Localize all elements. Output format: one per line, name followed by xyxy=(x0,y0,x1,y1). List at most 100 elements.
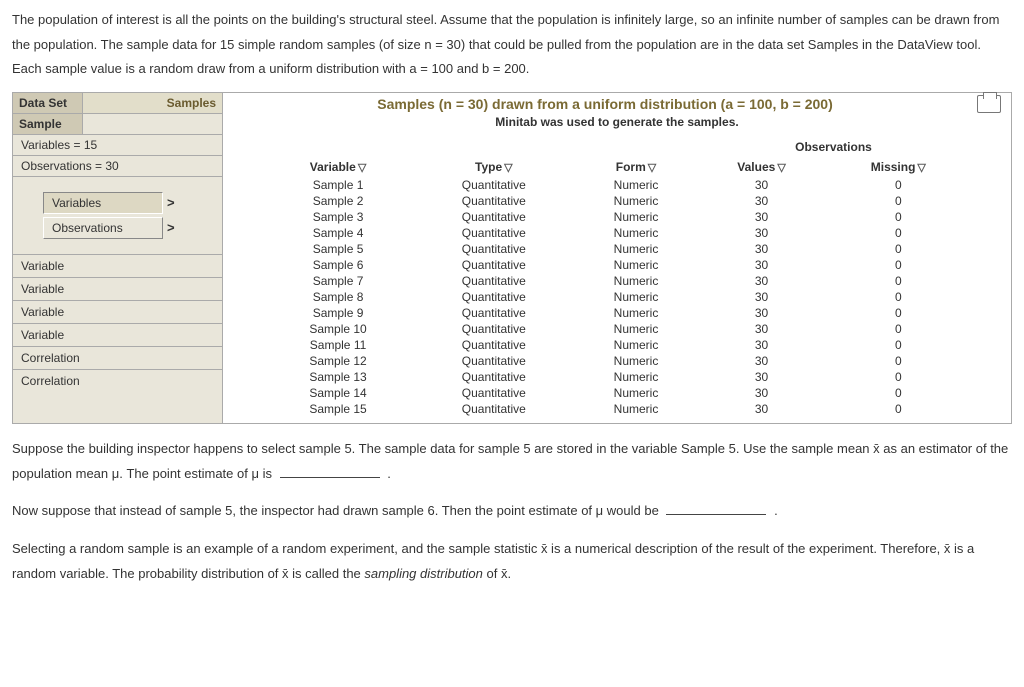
table-cell: Sample 11 xyxy=(264,337,413,353)
table-cell: 0 xyxy=(826,337,970,353)
table-row: Sample 5QuantitativeNumeric300 xyxy=(264,241,971,257)
table-cell: 30 xyxy=(697,241,827,257)
table-row: Sample 10QuantitativeNumeric300 xyxy=(264,321,971,337)
sidebar: Data Set Samples Sample Variables = 15 O… xyxy=(13,93,223,423)
table-cell: 30 xyxy=(697,385,827,401)
table-cell: 0 xyxy=(826,241,970,257)
col-values[interactable]: Values▽ xyxy=(697,157,827,177)
tab-observations[interactable]: Observations xyxy=(43,217,163,239)
table-cell: Quantitative xyxy=(412,209,575,225)
table-cell: Quantitative xyxy=(412,257,575,273)
sort-icon: ▽ xyxy=(915,162,925,174)
table-cell: 30 xyxy=(697,369,827,385)
table-cell: 0 xyxy=(826,353,970,369)
sidebar-bottom-row[interactable]: Variable xyxy=(13,324,222,347)
dataset-label: Data Set xyxy=(13,93,83,113)
table-cell: 30 xyxy=(697,401,827,417)
table-cell: Sample 2 xyxy=(264,193,413,209)
table-cell: Quantitative xyxy=(412,225,575,241)
table-row: Sample 4QuantitativeNumeric300 xyxy=(264,225,971,241)
table-row: Sample 12QuantitativeNumeric300 xyxy=(264,353,971,369)
sample-label: Sample xyxy=(13,114,83,134)
table-cell: Quantitative xyxy=(412,353,575,369)
table-cell: 30 xyxy=(697,353,827,369)
dataset-value[interactable]: Samples xyxy=(83,93,222,113)
main-panel: Samples (n = 30) drawn from a uniform di… xyxy=(223,93,1011,423)
table-cell: 30 xyxy=(697,257,827,273)
table-cell: Numeric xyxy=(575,193,696,209)
table-cell: Numeric xyxy=(575,369,696,385)
table-cell: Numeric xyxy=(575,305,696,321)
sidebar-bottom-row[interactable]: Variable xyxy=(13,278,222,301)
table-row: Sample 7QuantitativeNumeric300 xyxy=(264,273,971,289)
table-cell: Quantitative xyxy=(412,241,575,257)
table-cell: 0 xyxy=(826,273,970,289)
table-cell: Quantitative xyxy=(412,369,575,385)
table-cell: Numeric xyxy=(575,289,696,305)
table-row: Sample 11QuantitativeNumeric300 xyxy=(264,337,971,353)
answer-blank-2[interactable] xyxy=(666,502,766,515)
table-cell: Numeric xyxy=(575,321,696,337)
table-cell: Sample 3 xyxy=(264,209,413,225)
col-variable[interactable]: Variable▽ xyxy=(264,157,413,177)
table-cell: Numeric xyxy=(575,257,696,273)
sidebar-bottom-row[interactable]: Correlation xyxy=(13,347,222,370)
sidebar-bottom-row[interactable]: Correlation xyxy=(13,370,222,392)
table-row: Sample 13QuantitativeNumeric300 xyxy=(264,369,971,385)
sort-icon: ▽ xyxy=(502,162,512,174)
col-missing[interactable]: Missing▽ xyxy=(826,157,970,177)
table-cell: 0 xyxy=(826,193,970,209)
col-form[interactable]: Form▽ xyxy=(575,157,696,177)
answer-blank-1[interactable] xyxy=(280,465,380,478)
panel-subtitle: Minitab was used to generate the samples… xyxy=(233,115,1001,129)
table-cell: Sample 7 xyxy=(264,273,413,289)
table-cell: 0 xyxy=(826,321,970,337)
dataview-tool: Data Set Samples Sample Variables = 15 O… xyxy=(12,92,1012,424)
table-cell: 30 xyxy=(697,321,827,337)
table-cell: Sample 5 xyxy=(264,241,413,257)
table-cell: Numeric xyxy=(575,353,696,369)
sidebar-bottom-row[interactable]: Variable xyxy=(13,301,222,324)
table-cell: 30 xyxy=(697,177,827,193)
table-row: Sample 1QuantitativeNumeric300 xyxy=(264,177,971,193)
table-cell: 30 xyxy=(697,209,827,225)
sample-value[interactable] xyxy=(83,114,222,134)
bottom-rows: VariableVariableVariableVariableCorrelat… xyxy=(13,254,222,392)
table-cell: 0 xyxy=(826,401,970,417)
table-row: Sample 6QuantitativeNumeric300 xyxy=(264,257,971,273)
table-cell: Sample 14 xyxy=(264,385,413,401)
table-row: Sample 14QuantitativeNumeric300 xyxy=(264,385,971,401)
table-cell: Numeric xyxy=(575,401,696,417)
table-cell: 30 xyxy=(697,289,827,305)
question-p2: Now suppose that instead of sample 5, th… xyxy=(12,499,1012,524)
tab-variables[interactable]: Variables xyxy=(43,192,163,214)
observations-meta: Observations = 30 xyxy=(13,156,222,177)
variables-meta: Variables = 15 xyxy=(13,135,222,156)
table-cell: Sample 10 xyxy=(264,321,413,337)
table-cell: Quantitative xyxy=(412,385,575,401)
table-cell: 30 xyxy=(697,273,827,289)
table-cell: Sample 15 xyxy=(264,401,413,417)
table-cell: 0 xyxy=(826,305,970,321)
table-cell: Quantitative xyxy=(412,321,575,337)
print-icon[interactable] xyxy=(977,95,1001,113)
panel-title: Samples (n = 30) drawn from a uniform di… xyxy=(233,96,977,112)
sort-icon: ▽ xyxy=(775,162,785,174)
table-cell: Sample 1 xyxy=(264,177,413,193)
table-cell: 30 xyxy=(697,305,827,321)
question-p1: Suppose the building inspector happens t… xyxy=(12,437,1012,486)
table-cell: Sample 4 xyxy=(264,225,413,241)
table-cell: Numeric xyxy=(575,209,696,225)
table-cell: Quantitative xyxy=(412,337,575,353)
table-cell: 0 xyxy=(826,209,970,225)
table-cell: Sample 6 xyxy=(264,257,413,273)
sidebar-bottom-row[interactable]: Variable xyxy=(13,255,222,278)
table-cell: 30 xyxy=(697,337,827,353)
table-cell: Sample 13 xyxy=(264,369,413,385)
chevron-right-icon: > xyxy=(163,220,175,235)
table-row: Sample 9QuantitativeNumeric300 xyxy=(264,305,971,321)
table-cell: 0 xyxy=(826,225,970,241)
variables-table: Observations Variable▽ Type▽ Form▽ Value… xyxy=(264,137,971,417)
table-row: Sample 2QuantitativeNumeric300 xyxy=(264,193,971,209)
col-type[interactable]: Type▽ xyxy=(412,157,575,177)
